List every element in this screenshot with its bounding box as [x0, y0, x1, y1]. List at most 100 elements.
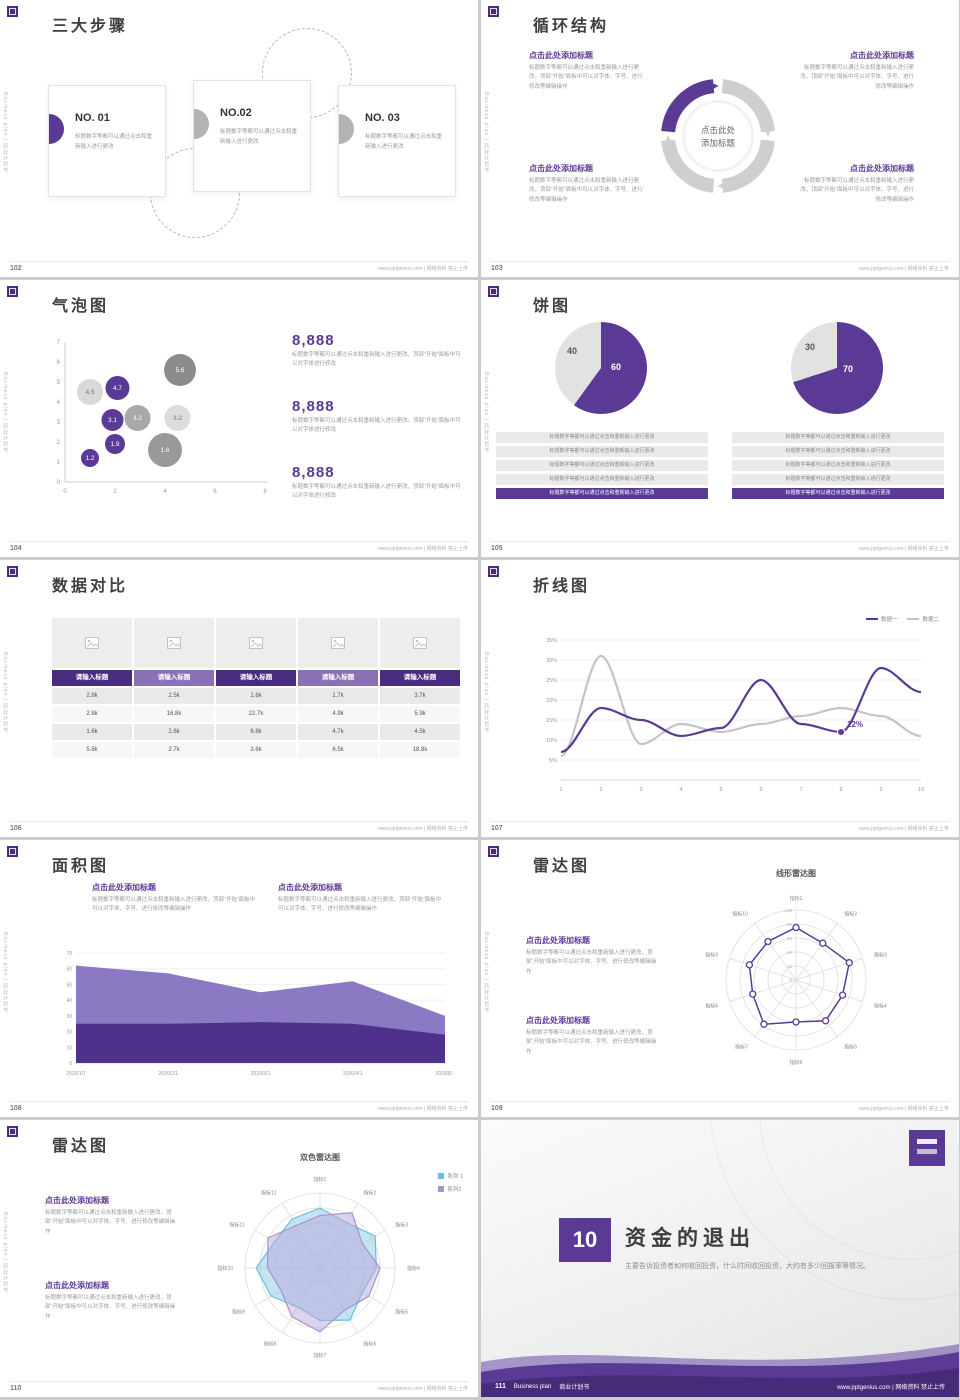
brand-logo-icon — [7, 286, 18, 297]
pie-list-left: 标题数字等都可以通过点击和重新输入进行更改 标题数字等都可以通过点击和重新输入进… — [496, 432, 708, 502]
footer-site-text: www.pptgenius.com | 网络资料 禁止上传 — [378, 266, 468, 272]
axis-tick: 20 — [66, 1030, 72, 1036]
axis-tick: 2020/4/1 — [343, 1071, 363, 1077]
sidebar-vertical-text: Business plan | 商业计划书 — [2, 652, 8, 734]
block-body: 标题数字等都可以通过点击和重新输入进行更改，顶部“开始”面板中可以对字体、字号、… — [529, 178, 643, 203]
radar-axis-label: 指标2 — [364, 1190, 377, 1197]
stat-value: 8,888 — [292, 398, 335, 415]
table-header: 请输入标题 — [298, 670, 378, 686]
slide-footer: 109 www.pptgenius.com | 网络资料 禁止上传 — [491, 1101, 949, 1112]
block-heading: 点击此处添加标题 — [526, 936, 590, 945]
image-placeholder-icon — [413, 637, 427, 649]
axis-tick: 2 — [113, 489, 117, 495]
table-cell: 1.6k — [216, 688, 296, 704]
footer-site-text: www.pptgenius.com | 网络资料 禁止上传 — [859, 546, 949, 552]
slide-103: Business plan | 商业计划书 循环结构 点击此处添加标题 标题数字… — [481, 0, 959, 277]
radar-axis-label: 指标1 — [790, 895, 803, 902]
axis-tick: 3 — [57, 420, 61, 426]
footer-site-text: www.pptgenius.com | 网络资料 禁止上传 — [378, 546, 468, 552]
axis-tick: 4 — [679, 787, 682, 793]
block-heading: 点击此处添加标题 — [278, 883, 342, 892]
list-item: 标题数字等都可以通过点击和重新输入进行更改 — [496, 446, 708, 457]
sidebar-vertical-text: Business plan | 商业计划书 — [483, 92, 489, 174]
image-placeholder-icon — [331, 637, 345, 649]
list-item-highlight: 标题数字等都可以通过点击和重新输入进行更改 — [732, 488, 944, 499]
table-cell: 2.5k — [134, 688, 214, 704]
step-card-1: NO. 01 标题数字等都可以通过点击和重新输入进行更改 — [48, 85, 166, 197]
brand-logo-icon — [488, 846, 499, 857]
radar-axis-label: 指标9 — [232, 1309, 245, 1316]
center-text-line1: 点击此处 — [701, 125, 736, 135]
block-heading: 点击此处添加标题 — [529, 51, 593, 60]
block-body: 标题数字等都可以通过点击和重新输入进行更改，顶部“开始”面板中可以对字体、字号、… — [529, 65, 643, 90]
radar-axis-label: 指标10 — [217, 1265, 233, 1272]
cycle-arrow-purple — [661, 79, 719, 133]
ring-label: 100 — [784, 908, 792, 913]
footer-site-text: www.pptgenius.com | 网络资料 禁止上传 — [859, 266, 949, 272]
cycle-block-top-right: 点击此处添加标题 标题数字等都可以通过点击和重新输入进行更改，顶部“开始”面板中… — [796, 50, 914, 92]
axis-tick: 50 — [66, 982, 72, 988]
stat-value: 8,888 — [292, 332, 335, 349]
ring-label: 20 — [787, 964, 793, 969]
page-number: 103 — [491, 265, 503, 272]
line-chart: 35% 30% 25% 20% 15% 10% 5% 1 2 3 4 5 6 7… — [546, 638, 924, 793]
axis-tick: 30 — [66, 1014, 72, 1020]
radar-axis-label: 指标12 — [261, 1190, 277, 1197]
cover-footer: 111 Business plan 商业计划书 www.pptgenius.co… — [495, 1382, 945, 1391]
axis-tick: 3 — [639, 787, 642, 793]
bubble-label: 1.6 — [160, 447, 169, 454]
legend-label: 数据一 — [880, 617, 898, 623]
slide-108: Business plan | 商业计划书 面积图 点击此处添加标题 标题数字等… — [0, 840, 478, 1117]
slide-title: 饼图 — [533, 298, 572, 315]
page-number: 107 — [491, 825, 503, 832]
sidebar-vertical-text: Business plan | 商业计划书 — [483, 932, 489, 1014]
chapter-title: 资金的退出 — [625, 1227, 755, 1250]
bubble — [148, 433, 182, 467]
legend-entry: 系列 1 — [438, 1172, 463, 1180]
area-chart: 70 60 50 40 30 20 10 0 2020/1/1 2020/2/1… — [66, 951, 453, 1077]
image-placeholder — [134, 618, 214, 668]
ring-label: 80 — [787, 922, 793, 927]
slide-title: 面积图 — [52, 858, 110, 875]
footer-site-text: www.pptgenius.com | 网络资料 禁止上传 — [859, 1106, 949, 1112]
table-cell: 6.5k — [298, 742, 378, 758]
brand-logo-icon — [909, 1130, 945, 1166]
axis-tick: 1 — [559, 787, 562, 793]
axis-tick: 5 — [57, 380, 61, 386]
block-heading: 点击此处添加标题 — [529, 164, 593, 173]
axis-tick: 2020/1/1 — [66, 1071, 86, 1077]
block-heading: 点击此处添加标题 — [45, 1281, 109, 1290]
bubble-label: 5.6 — [175, 367, 184, 374]
radar-axis-label: 指标7 — [314, 1352, 327, 1359]
bubble-chart: 0 1 2 3 4 5 6 7 0 2 4 6 8 5.6 4.5 4.7 3.… — [57, 340, 268, 495]
block-heading: 点击此处添加标题 — [850, 164, 914, 173]
table-cell: 4.5k — [380, 724, 460, 740]
sidebar-vertical-text: Business plan | 商业计划书 — [483, 652, 489, 734]
brand-logo-icon — [7, 1126, 18, 1137]
bottom-wave-decoration — [481, 1344, 959, 1397]
axis-tick: 6 — [57, 360, 61, 366]
brand-logo-icon — [488, 566, 499, 577]
image-placeholder-icon — [167, 637, 181, 649]
radar-axis-label: 指标3 — [874, 952, 887, 959]
axis-tick: 8 — [263, 489, 267, 495]
cycle-arrow-gray — [661, 135, 715, 193]
radar-grid — [725, 909, 867, 1051]
pie-slice-label: 40 — [567, 346, 578, 356]
center-circle — [685, 103, 751, 169]
slide-footer: 106 www.pptgenius.com | 网络资料 禁止上传 — [10, 821, 468, 832]
axis-tick: 60 — [66, 967, 72, 973]
brand-logo-icon — [488, 6, 499, 17]
radar-axis-label: 指标4 — [407, 1265, 420, 1272]
pie-slice-label: 60 — [611, 362, 622, 372]
footer-site-text: www.pptgenius.com | 网络资料 禁止上传 — [837, 1385, 945, 1391]
slide-title: 数据对比 — [52, 578, 129, 595]
cover-footer-left: 111 Business plan 商业计划书 — [495, 1382, 589, 1391]
page-number: 108 — [10, 1105, 22, 1112]
footer-site-text: www.pptgenius.com | 网络资料 禁止上传 — [378, 826, 468, 832]
cycle-arrow-gray — [721, 79, 775, 137]
table-cell: 3.7k — [380, 688, 460, 704]
chapter-body: 主要告诉投资者如何收回投资，什么时间收回投资，大约有多少回报率等情况。 — [625, 1263, 870, 1270]
table-header: 请输入标题 — [52, 670, 132, 686]
image-placeholder-icon — [249, 637, 263, 649]
